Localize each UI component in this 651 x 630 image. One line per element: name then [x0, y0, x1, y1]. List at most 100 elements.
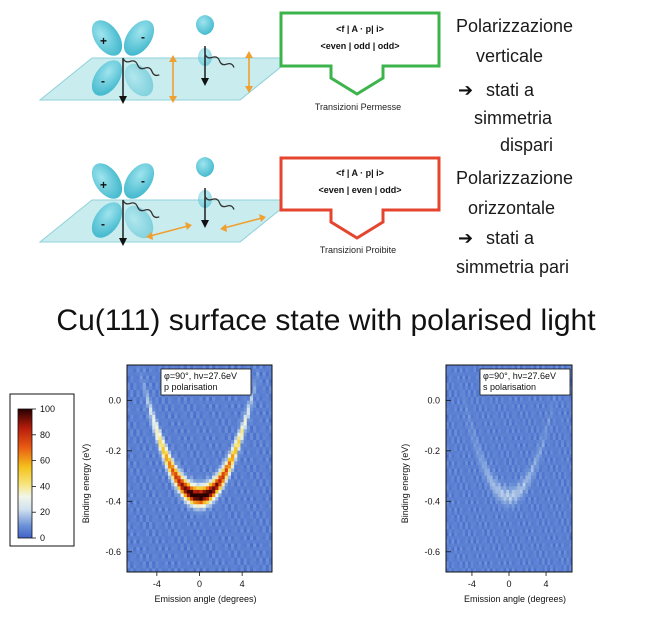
heatmap-cell — [476, 368, 480, 373]
heatmap-cell — [161, 486, 166, 491]
heatmap-cell — [249, 468, 254, 473]
heatmap-cell — [152, 522, 156, 527]
heatmap-cell — [196, 489, 200, 494]
heatmap-cell — [202, 443, 207, 448]
heatmap-cell — [237, 365, 241, 369]
heatmap-cell — [167, 493, 172, 498]
side-text: Polarizzazione — [456, 168, 573, 188]
heatmap-cell — [498, 532, 502, 537]
heatmap-cell — [467, 550, 472, 555]
heatmap-cell — [149, 550, 153, 555]
heatmap-cell — [533, 557, 537, 562]
heatmap-cell — [130, 543, 134, 548]
heatmap-cell — [511, 561, 515, 566]
heatmap-cell — [550, 436, 554, 441]
heatmap-cell — [522, 486, 526, 491]
heatmap-cell — [268, 372, 273, 377]
heatmap-cell — [196, 568, 200, 573]
heatmap-cell — [174, 432, 178, 437]
heatmap-cell — [205, 475, 210, 480]
heatmap-cell — [202, 450, 207, 455]
heatmap-cell — [133, 365, 137, 369]
heatmap-cell — [473, 554, 477, 559]
heatmap-cell — [517, 547, 521, 551]
heatmap-cell — [530, 547, 535, 551]
heatmap-cell — [465, 514, 469, 519]
heatmap-cell — [127, 493, 131, 498]
heatmap-cell — [199, 450, 204, 455]
heatmap-cell — [149, 382, 153, 387]
heatmap-cell — [186, 486, 191, 491]
heatmap-cell — [470, 400, 474, 405]
heatmap-cell — [465, 493, 469, 498]
heatmap-cell — [193, 529, 197, 534]
heatmap-cell — [221, 532, 226, 537]
heatmap-cell — [227, 561, 232, 566]
heatmap-cell — [522, 493, 526, 498]
heatmap-cell — [158, 429, 163, 434]
heatmap-cell — [180, 529, 185, 534]
heatmap-cell — [446, 382, 450, 387]
heatmap-cell — [500, 461, 504, 466]
heatmap-cell — [174, 436, 178, 441]
heatmap-cell — [186, 418, 191, 423]
heatmap-cell — [541, 518, 546, 523]
heatmap-cell — [462, 365, 466, 369]
heatmap-cell — [234, 518, 238, 523]
heatmap-cell — [237, 479, 241, 484]
heatmap-cell — [253, 379, 257, 384]
heatmap-cell — [158, 436, 163, 441]
heatmap-cell — [205, 468, 210, 473]
heatmap-cell — [130, 457, 134, 462]
heatmap-cell — [149, 368, 153, 373]
heatmap-cell — [500, 568, 504, 573]
heatmap-cell — [451, 436, 455, 441]
heatmap-cell — [164, 489, 169, 494]
heatmap-cell — [171, 518, 175, 523]
heatmap-cell — [133, 407, 137, 412]
heatmap-cell — [142, 386, 147, 391]
heatmap-cell — [155, 372, 159, 377]
heatmap-cell — [227, 504, 232, 509]
heatmap-cell — [476, 550, 480, 555]
heatmap-cell — [139, 564, 144, 569]
heatmap-cell — [149, 393, 153, 398]
heatmap-cell — [171, 461, 175, 466]
heatmap-cell — [180, 486, 185, 491]
heatmap-cell — [130, 454, 134, 459]
heatmap-cell — [234, 429, 238, 434]
heatmap-cell — [454, 543, 458, 548]
heatmap-cell — [459, 447, 463, 452]
heatmap-cell — [155, 418, 159, 423]
heatmap-cell — [533, 529, 537, 534]
heatmap-cell — [448, 475, 452, 480]
heatmap-cell — [253, 464, 257, 469]
heatmap-cell — [142, 414, 147, 419]
heatmap-cell — [186, 468, 191, 473]
heatmap-cell — [205, 547, 210, 551]
heatmap-cell — [268, 497, 273, 502]
heatmap-cell — [240, 525, 245, 530]
heatmap-cell — [142, 489, 147, 494]
heatmap-cell — [167, 429, 172, 434]
heatmap-cell — [155, 386, 159, 391]
heatmap-cell — [237, 522, 241, 527]
heatmap-cell — [528, 529, 532, 534]
heatmap-cell — [268, 489, 273, 494]
heatmap-cell — [451, 479, 455, 484]
heatmap-cell — [481, 422, 485, 427]
heatmap-cell — [448, 432, 452, 437]
heatmap-cell — [265, 543, 270, 548]
heatmap-cell — [451, 550, 455, 555]
heatmap-cell — [243, 518, 248, 523]
heatmap-cell — [539, 557, 543, 562]
heatmap-cell — [177, 539, 181, 544]
heatmap-cell — [208, 568, 213, 573]
heatmap-cell — [462, 461, 466, 466]
heatmap-cell — [196, 561, 200, 566]
heatmap-cell — [136, 457, 141, 462]
heatmap-cell — [265, 464, 270, 469]
heatmap-cell — [240, 557, 245, 562]
heatmap-cell — [174, 468, 178, 473]
heatmap-cell — [180, 514, 185, 519]
